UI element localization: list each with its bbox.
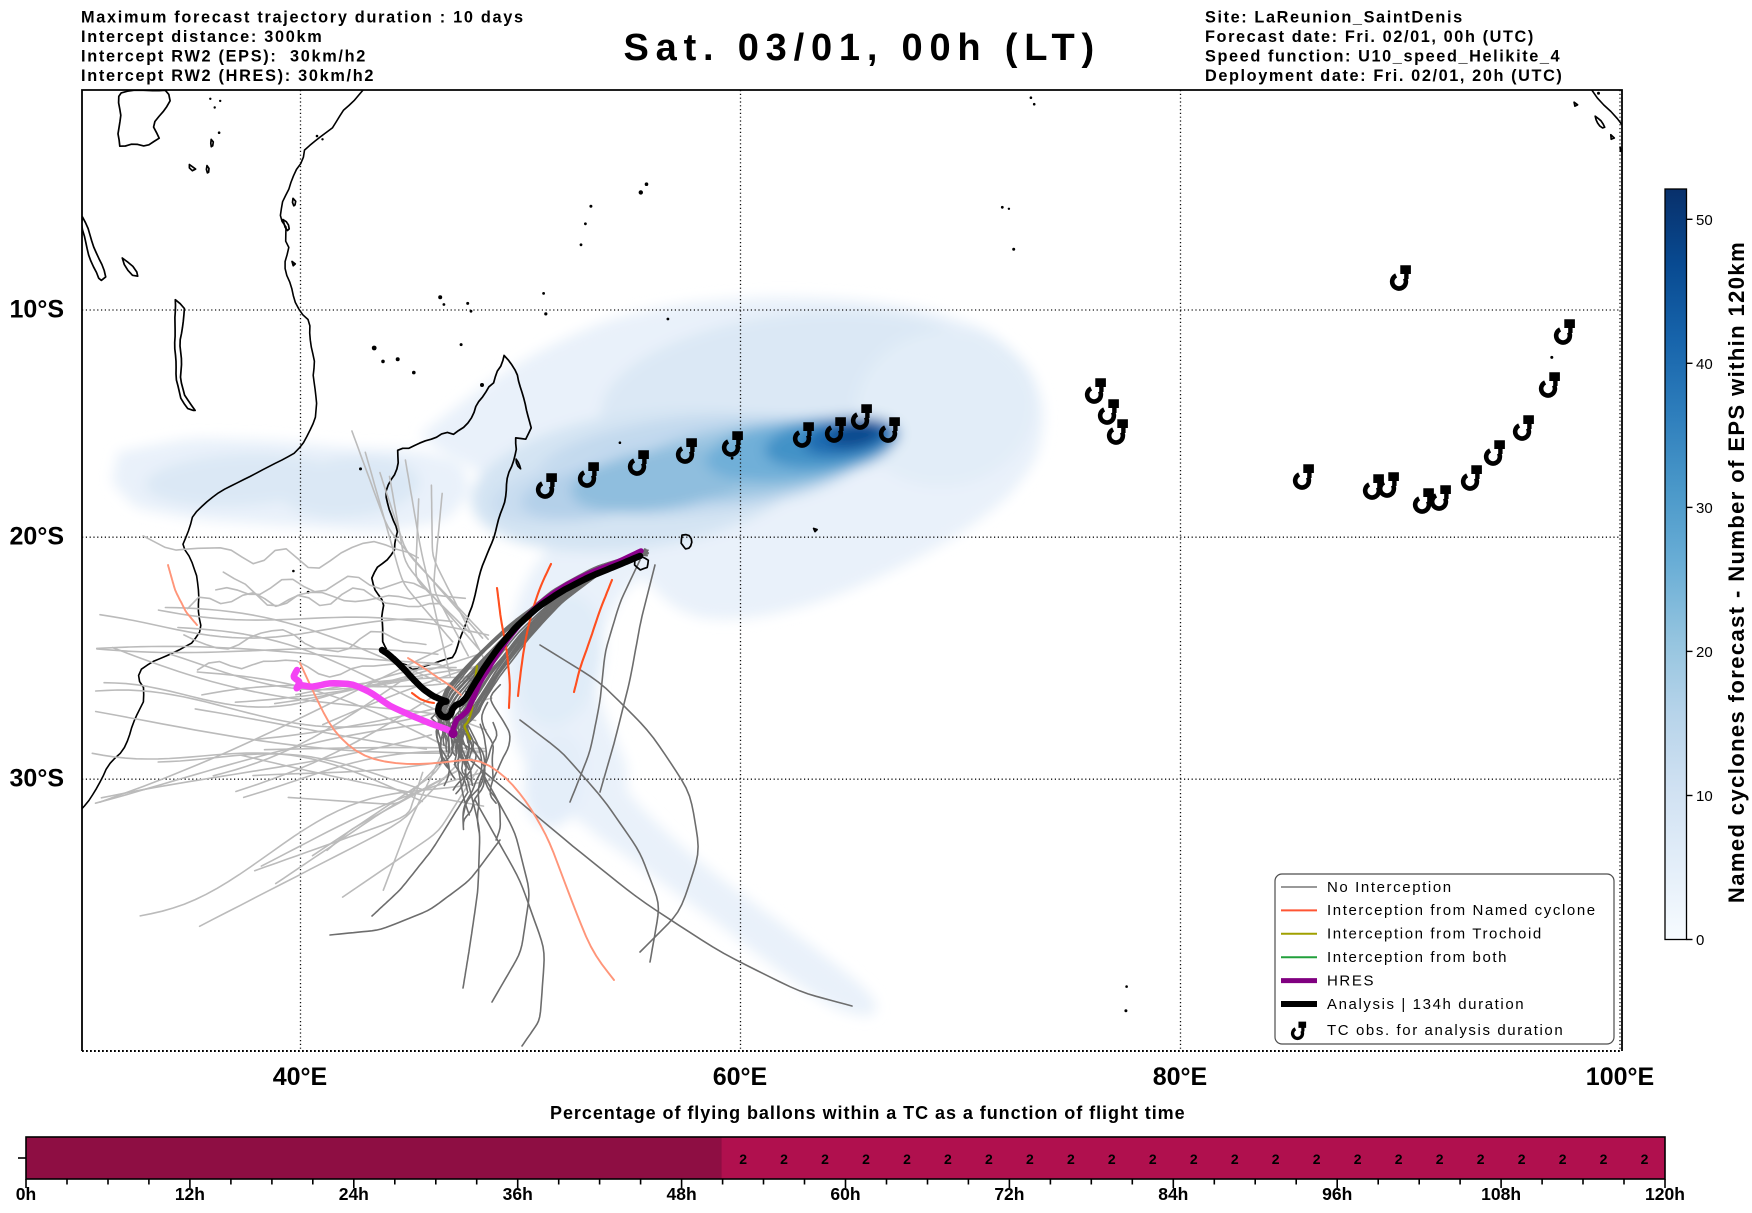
svg-text:2: 2 bbox=[739, 1151, 747, 1167]
svg-text:40°E: 40°E bbox=[273, 1063, 327, 1091]
svg-text:30°S: 30°S bbox=[10, 765, 64, 793]
svg-text:20°S: 20°S bbox=[10, 523, 64, 551]
svg-text:Intercept distance: 300km: Intercept distance: 300km bbox=[81, 28, 323, 46]
svg-text:2: 2 bbox=[1067, 1151, 1075, 1167]
svg-text:40: 40 bbox=[1696, 356, 1713, 373]
svg-text:Sat. 03/01, 00h (LT): Sat. 03/01, 00h (LT) bbox=[624, 27, 1101, 69]
svg-text:30: 30 bbox=[1696, 500, 1713, 517]
svg-text:Deployment date: Fri. 02/01, 2: Deployment date: Fri. 02/01, 20h (UTC) bbox=[1205, 67, 1563, 85]
svg-text:84h: 84h bbox=[1158, 1184, 1188, 1204]
svg-text:2: 2 bbox=[985, 1151, 993, 1167]
svg-text:96h: 96h bbox=[1322, 1184, 1352, 1204]
svg-text:2: 2 bbox=[1559, 1151, 1567, 1167]
svg-text:2: 2 bbox=[1395, 1151, 1403, 1167]
svg-text:Interception from Trochoid: Interception from Trochoid bbox=[1327, 926, 1543, 943]
svg-text:0: 0 bbox=[1696, 932, 1704, 949]
svg-text:2: 2 bbox=[1149, 1151, 1157, 1167]
svg-text:Intercept RW2 (HRES): 30km/h2: Intercept RW2 (HRES): 30km/h2 bbox=[81, 67, 375, 85]
svg-text:2: 2 bbox=[1313, 1151, 1321, 1167]
svg-text:Intercept RW2 (EPS): 30km/h2: Intercept RW2 (EPS): 30km/h2 bbox=[81, 48, 367, 66]
svg-text:10: 10 bbox=[1696, 788, 1713, 805]
svg-text:2: 2 bbox=[1641, 1151, 1649, 1167]
svg-text:Maximum forecast trajectory du: Maximum forecast trajectory duration : 1… bbox=[81, 9, 525, 27]
svg-text:TC obs. for analysis duration: TC obs. for analysis duration bbox=[1327, 1022, 1564, 1039]
svg-text:24h: 24h bbox=[339, 1184, 369, 1204]
svg-text:2: 2 bbox=[1436, 1151, 1444, 1167]
svg-text:108h: 108h bbox=[1481, 1184, 1521, 1204]
svg-text:60h: 60h bbox=[830, 1184, 860, 1204]
svg-text:2: 2 bbox=[903, 1151, 911, 1167]
svg-text:2: 2 bbox=[780, 1151, 788, 1167]
svg-text:10°S: 10°S bbox=[10, 296, 64, 324]
svg-text:2: 2 bbox=[821, 1151, 829, 1167]
svg-text:50: 50 bbox=[1696, 212, 1713, 229]
svg-text:Percentage of flying ballons w: Percentage of flying ballons within a TC… bbox=[550, 1103, 1186, 1123]
svg-text:2: 2 bbox=[1354, 1151, 1362, 1167]
svg-text:72h: 72h bbox=[994, 1184, 1024, 1204]
svg-text:No Interception: No Interception bbox=[1327, 879, 1453, 896]
svg-text:2: 2 bbox=[1190, 1151, 1198, 1167]
svg-text:80°E: 80°E bbox=[1153, 1063, 1207, 1091]
svg-text:2: 2 bbox=[1108, 1151, 1116, 1167]
svg-text:Speed function: U10_speed_Heli: Speed function: U10_speed_Helikite_4 bbox=[1205, 48, 1561, 66]
svg-text:2: 2 bbox=[1600, 1151, 1608, 1167]
svg-text:2: 2 bbox=[862, 1151, 870, 1167]
svg-text:2: 2 bbox=[944, 1151, 952, 1167]
svg-text:Interception from both: Interception from both bbox=[1327, 949, 1508, 966]
svg-text:2: 2 bbox=[1026, 1151, 1034, 1167]
svg-text:2: 2 bbox=[1518, 1151, 1526, 1167]
svg-text:Site: LaReunion_SaintDenis: Site: LaReunion_SaintDenis bbox=[1205, 9, 1464, 27]
svg-text:12h: 12h bbox=[175, 1184, 205, 1204]
svg-text:Forecast date: Fri. 02/01, 00h: Forecast date: Fri. 02/01, 00h (UTC) bbox=[1205, 28, 1535, 46]
svg-text:2: 2 bbox=[1272, 1151, 1280, 1167]
svg-text:20: 20 bbox=[1696, 644, 1713, 661]
svg-text:0h: 0h bbox=[16, 1184, 36, 1204]
svg-text:HRES: HRES bbox=[1327, 972, 1375, 989]
svg-text:Named cyclones forecast - Numb: Named cyclones forecast - Number of EPS … bbox=[1724, 241, 1749, 903]
svg-text:120h: 120h bbox=[1645, 1184, 1685, 1204]
svg-text:Interception from Named cyclon: Interception from Named cyclone bbox=[1327, 902, 1597, 919]
svg-text:100°E: 100°E bbox=[1586, 1063, 1654, 1091]
svg-text:2: 2 bbox=[1477, 1151, 1485, 1167]
svg-text:48h: 48h bbox=[667, 1184, 697, 1204]
svg-text:2: 2 bbox=[1231, 1151, 1239, 1167]
svg-text:60°E: 60°E bbox=[713, 1063, 767, 1091]
svg-text:Analysis | 134h duration: Analysis | 134h duration bbox=[1327, 996, 1525, 1013]
svg-text:36h: 36h bbox=[503, 1184, 533, 1204]
